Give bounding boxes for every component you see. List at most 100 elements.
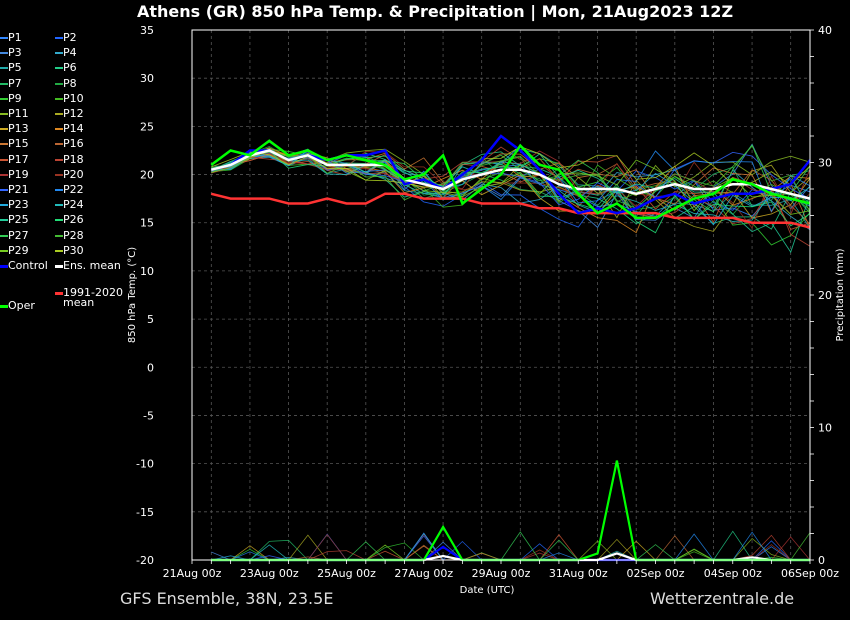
legend-entry: P4	[55, 46, 77, 60]
ensemble-member-line	[211, 151, 811, 229]
legend-label: P12	[63, 107, 84, 120]
legend-label: P26	[63, 213, 84, 227]
y-tick-label: -10	[136, 458, 154, 471]
legend-entry: P5	[0, 61, 22, 75]
y-tick-label: 15	[140, 217, 154, 230]
legend-label: P17	[8, 152, 29, 166]
ensemble-precip-line	[211, 534, 810, 561]
legend-swatch	[55, 291, 63, 295]
legend: P1 P2 P3 P4 P5 P6 P7 P8 P9 P10 P11 P12 P13 P14 P15 P16 P…	[0, 31, 130, 321]
legend-entry: P13	[0, 122, 29, 136]
y-axis-label: 850 hPa Temp. (°C)	[127, 247, 138, 343]
ensemble-precip-line	[211, 533, 810, 561]
legend-label: P5	[8, 61, 22, 75]
legend-entry: P23	[0, 198, 29, 212]
legend-entry: P28	[55, 229, 84, 243]
legend-entry: P20	[55, 168, 84, 182]
legend-entry: P22	[55, 183, 84, 197]
series-lines	[210, 134, 811, 229]
legend-swatch	[55, 264, 63, 268]
legend-swatch	[0, 304, 8, 308]
ensemble-precip-line	[211, 535, 810, 561]
legend-entry: P30	[55, 244, 84, 258]
legend-entry: P8	[55, 77, 77, 91]
precip-lines	[211, 460, 810, 562]
legend-label: Ens. mean	[63, 259, 121, 272]
legend-entry: 1991-2020	[55, 286, 123, 300]
plot-frame	[191, 29, 811, 561]
legend-swatch	[0, 143, 8, 146]
model-info: GFS Ensemble, 38N, 23.5E	[120, 589, 334, 608]
x-tick-label: 02Sep 00z	[627, 567, 685, 580]
legend-entry: P16	[55, 137, 84, 151]
legend-entry: P7	[0, 77, 22, 91]
legend-entry: mean	[55, 296, 94, 310]
x-tick-label: 29Aug 00z	[472, 567, 531, 580]
x-tick-label: 25Aug 00z	[317, 567, 376, 580]
legend-entry: P21	[0, 183, 29, 197]
y2-tick-label: 0	[818, 554, 825, 567]
legend-entry: P18	[55, 153, 84, 167]
legend-swatch	[55, 173, 63, 176]
series-line-1991-2020-mean	[210, 192, 811, 229]
legend-swatch	[55, 219, 63, 222]
x-tick-label: 21Aug 00z	[163, 567, 222, 580]
legend-swatch	[55, 52, 63, 55]
legend-swatch	[0, 158, 8, 161]
legend-label: P10	[63, 91, 84, 105]
legend-label: P4	[63, 46, 77, 60]
legend-label: P3	[8, 46, 22, 60]
x-tick-label: 31Aug 00z	[549, 567, 608, 580]
legend-label: P14	[63, 122, 84, 136]
legend-entry: Oper	[0, 299, 35, 313]
legend-entry: P1	[0, 31, 22, 45]
y2-tick-label: 40	[818, 24, 832, 37]
legend-label: P29	[8, 243, 29, 257]
ensemble-precip-line	[211, 533, 810, 561]
site-credit: Wetterzentrale.de	[650, 589, 795, 608]
legend-swatch	[0, 249, 8, 252]
legend-label: P9	[8, 91, 22, 105]
y2-axis-label: Precipitation (mm)	[835, 248, 846, 341]
ensemble-precip-line	[211, 534, 810, 561]
ensemble-precip-line	[211, 533, 811, 561]
legend-entry: P11	[0, 107, 29, 121]
legend-entry: P10	[55, 92, 84, 106]
legend-swatch	[0, 204, 8, 207]
legend-label: P30	[63, 243, 84, 257]
legend-label: P13	[8, 122, 29, 136]
legend-label: P28	[63, 228, 84, 242]
y-tick-label: -5	[143, 409, 154, 422]
legend-swatch	[0, 189, 8, 191]
legend-swatch	[0, 219, 8, 222]
legend-swatch	[0, 128, 8, 131]
legend-label: Oper	[8, 299, 35, 312]
legend-label: P23	[8, 198, 29, 212]
legend-entry: P27	[0, 229, 29, 243]
legend-label: P1	[8, 31, 22, 44]
y-tick-label: 10	[140, 265, 154, 278]
axes: -20 -15 -10 -5 0 5 10 15 20 25 30 35 0 10 20 30 40 21Aug …	[136, 24, 839, 580]
legend-label: P16	[63, 137, 84, 151]
legend-swatch	[0, 52, 8, 55]
grid	[192, 30, 810, 560]
legend-entry: P15	[0, 137, 29, 151]
legend-swatch	[0, 113, 8, 115]
legend-swatch	[0, 82, 8, 85]
legend-label: P20	[63, 167, 84, 181]
legend-swatch	[0, 67, 8, 70]
legend-swatch	[55, 128, 63, 131]
legend-swatch	[0, 173, 8, 176]
ensemble-precip-line	[211, 535, 810, 561]
y2-tick-label: 30	[818, 157, 832, 170]
legend-label: P19	[8, 167, 29, 181]
y-tick-label: 30	[140, 72, 154, 85]
legend-swatch	[55, 158, 63, 161]
legend-swatch	[55, 82, 63, 85]
legend-swatch	[55, 37, 63, 39]
legend-label: mean	[63, 296, 95, 309]
ensemble-precip-line	[211, 533, 810, 561]
precip-line-oper	[211, 460, 810, 562]
legend-swatch	[55, 189, 63, 191]
legend-label: P22	[63, 183, 84, 196]
